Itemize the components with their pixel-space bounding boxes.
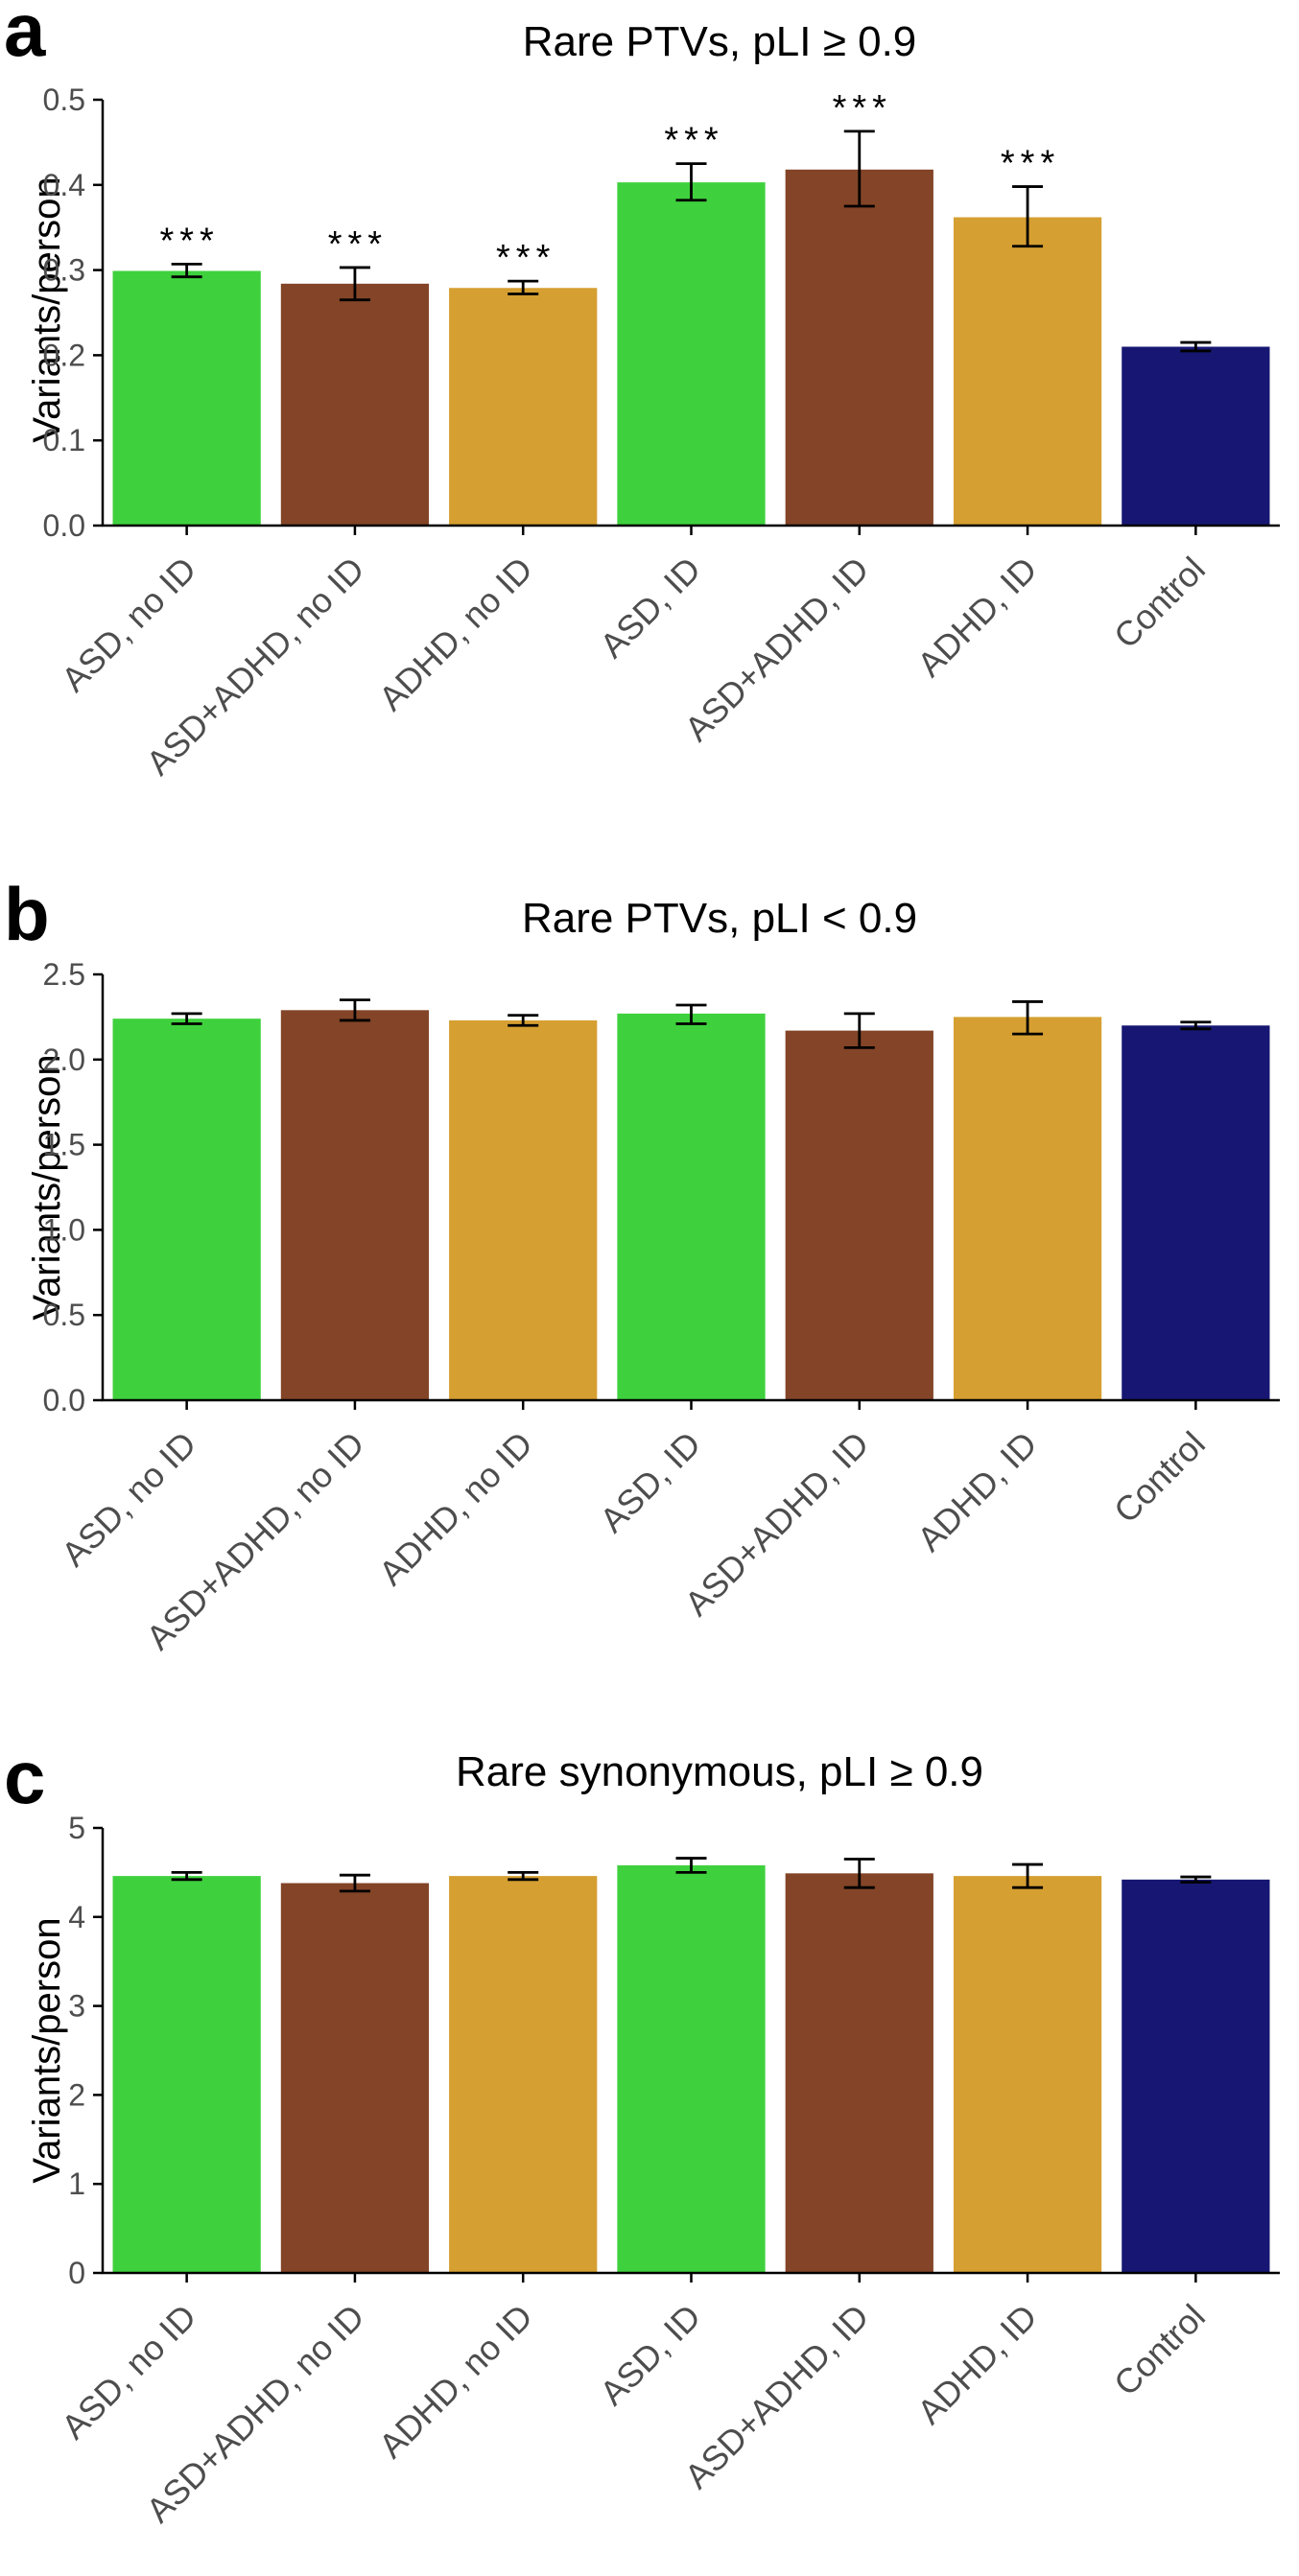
panel-label-a: a xyxy=(4,0,46,72)
bar xyxy=(953,217,1102,526)
bar xyxy=(617,182,766,527)
y-tick-label: 0.4 xyxy=(43,168,85,202)
bar xyxy=(617,1864,766,2273)
y-tick-label: 3 xyxy=(68,1989,85,2024)
bar xyxy=(449,288,598,526)
y-tick-label: 1 xyxy=(68,2166,85,2201)
bar xyxy=(1122,346,1270,526)
y-tick-label: 0.3 xyxy=(43,253,85,288)
bar xyxy=(785,1030,933,1400)
x-tick-label: ADHD, no ID xyxy=(371,550,540,718)
significance-label: *** xyxy=(1001,144,1060,184)
bar xyxy=(112,1019,261,1400)
x-tick-label: ADHD, ID xyxy=(909,1424,1045,1559)
bar xyxy=(112,270,261,526)
significance-label: *** xyxy=(833,88,892,129)
chart-title: Rare PTVs, pLI ≥ 0.9 xyxy=(523,18,917,65)
panel-b: b Rare PTVs, pLI < 0.9 Variants/person 0… xyxy=(4,872,1280,1657)
bar xyxy=(280,1010,430,1400)
bar xyxy=(953,1017,1102,1400)
y-tick-label: 0.5 xyxy=(43,82,85,117)
y-axis-label: Variants/person xyxy=(26,1054,68,1320)
bar xyxy=(112,1876,261,2273)
significance-label: *** xyxy=(496,238,555,278)
y-tick-label: 0 xyxy=(68,2256,85,2290)
y-tick-label: 1.0 xyxy=(43,1212,85,1247)
x-tick-label: ADHD, ID xyxy=(909,550,1045,685)
bar xyxy=(953,1876,1102,2273)
bar xyxy=(1122,1025,1270,1400)
y-axis-label: Variants/person xyxy=(26,1917,68,2183)
bar xyxy=(449,1876,598,2273)
panel-a: a Rare PTVs, pLI ≥ 0.9 Variants/person 0… xyxy=(4,0,1280,783)
x-tick-label: ASD, no ID xyxy=(54,2297,203,2447)
y-tick-label: 0.0 xyxy=(43,1383,85,1417)
bar xyxy=(280,283,430,526)
x-tick-label: ADHD, ID xyxy=(909,2297,1045,2432)
panel-label-b: b xyxy=(4,872,50,956)
x-tick-label: ASD+ADHD, ID xyxy=(677,2297,877,2496)
y-tick-label: 1.5 xyxy=(43,1128,85,1162)
y-tick-label: 0.1 xyxy=(43,423,85,457)
bar xyxy=(280,1883,430,2273)
x-tick-label: Control xyxy=(1106,2297,1213,2403)
x-tick-label: ADHD, no ID xyxy=(371,2297,540,2466)
chart-title: Rare PTVs, pLI < 0.9 xyxy=(522,895,917,942)
x-tick-label: ASD, ID xyxy=(592,550,708,666)
y-tick-label: 2 xyxy=(68,2077,85,2112)
chart-title: Rare synonymous, pLI ≥ 0.9 xyxy=(456,1748,983,1795)
significance-label: *** xyxy=(159,221,219,261)
x-tick-label: ASD, ID xyxy=(592,1424,708,1540)
panel-c: c Rare synonymous, pLI ≥ 0.9 Variants/pe… xyxy=(4,1735,1280,2530)
bar xyxy=(785,169,933,527)
bar xyxy=(1122,1879,1270,2273)
y-tick-label: 2.0 xyxy=(43,1042,85,1077)
y-axis-label: Variants/person xyxy=(26,176,68,442)
y-tick-label: 0.2 xyxy=(43,338,85,372)
significance-label: *** xyxy=(664,121,723,161)
y-tick-label: 5 xyxy=(68,1811,85,1845)
x-tick-label: Control xyxy=(1106,550,1213,656)
x-tick-label: ASD+ADHD, ID xyxy=(677,550,877,749)
panel-label-c: c xyxy=(4,1735,45,1819)
significance-label: *** xyxy=(328,224,388,265)
x-tick-label: Control xyxy=(1106,1424,1213,1531)
y-tick-label: 0.5 xyxy=(43,1298,85,1332)
x-tick-label: ASD+ADHD, ID xyxy=(677,1424,877,1624)
x-tick-label: ASD, no ID xyxy=(54,1424,203,1574)
x-tick-label: ASD, ID xyxy=(592,2297,708,2413)
y-tick-label: 2.5 xyxy=(43,957,85,992)
x-tick-label: ASD, no ID xyxy=(54,550,203,699)
bar xyxy=(449,1019,598,1400)
x-tick-label: ADHD, no ID xyxy=(371,1424,540,1593)
bar xyxy=(785,1873,933,2273)
y-tick-label: 4 xyxy=(68,1900,85,1934)
y-tick-label: 0.0 xyxy=(43,508,85,543)
bar xyxy=(617,1013,766,1400)
